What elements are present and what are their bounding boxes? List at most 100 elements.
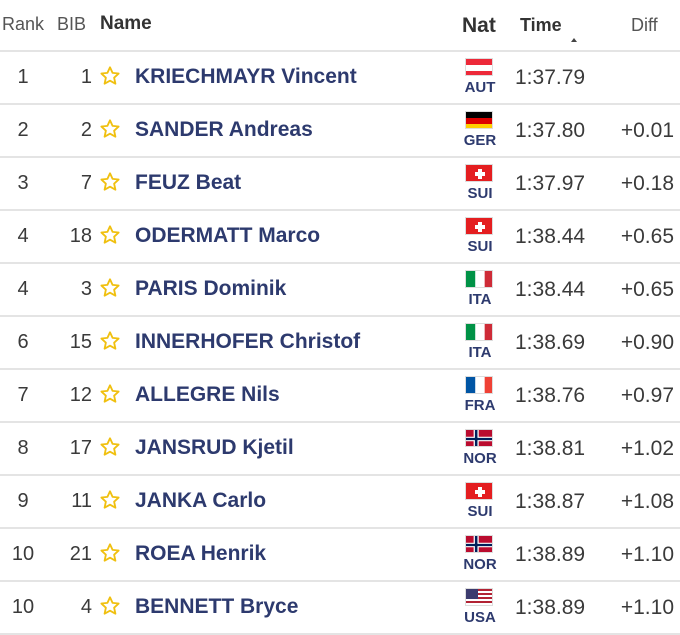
athlete-name-link[interactable]: BENNETT Bryce xyxy=(135,595,299,618)
time-cell: 1:38.76 xyxy=(515,384,586,407)
rank-cell: 1 xyxy=(17,66,29,88)
athlete-name-link[interactable]: FEUZ Beat xyxy=(135,171,242,194)
rank-cell: 8 xyxy=(17,437,29,459)
time-cell: 1:38.81 xyxy=(515,437,586,460)
athlete-name-link[interactable]: ALLEGRE Nils xyxy=(135,383,280,406)
nation-code: FRA xyxy=(464,397,496,414)
fra-flag-icon xyxy=(465,376,493,394)
nation-code: GER xyxy=(463,132,497,149)
star-icon[interactable] xyxy=(99,330,121,352)
star-icon[interactable] xyxy=(99,224,121,246)
bib-cell: 21 xyxy=(69,543,92,565)
sui-flag-icon xyxy=(465,482,493,500)
time-cell: 1:38.89 xyxy=(515,596,586,619)
nation-code: AUT xyxy=(464,79,496,96)
athlete-name-link[interactable]: ODERMATT Marco xyxy=(135,224,321,247)
time-cell: 1:37.80 xyxy=(515,119,586,142)
table-body: 1 1 KRIECHMAYR Vincent AUT 1:37.79 2 2 S… xyxy=(0,52,680,635)
star-icon[interactable] xyxy=(99,171,121,193)
diff-cell: +1.10 xyxy=(620,596,674,619)
ita-flag-icon xyxy=(465,270,493,288)
bib-column-header[interactable]: BIB xyxy=(57,14,87,34)
star-icon[interactable] xyxy=(99,489,121,511)
nor-flag-icon xyxy=(465,535,493,553)
table-row[interactable]: 3 7 FEUZ Beat SUI 1:37.97 +0.18 xyxy=(0,158,680,211)
bib-cell: 11 xyxy=(71,490,92,512)
nation-code: ITA xyxy=(468,291,492,308)
name-column-header[interactable]: Name xyxy=(100,13,152,34)
bib-cell: 18 xyxy=(69,225,92,247)
diff-cell: +1.02 xyxy=(620,437,674,460)
rank-column-header[interactable]: Rank xyxy=(2,14,45,34)
star-icon[interactable] xyxy=(99,383,121,405)
star-icon[interactable] xyxy=(99,118,121,140)
bib-cell: 15 xyxy=(69,331,92,353)
time-cell: 1:38.44 xyxy=(515,278,586,301)
table-row[interactable]: 10 4 BENNETT Bryce USA 1:38.89 +1.10 xyxy=(0,582,680,635)
table-row[interactable]: 7 12 ALLEGRE Nils FRA 1:38.76 +0.97 xyxy=(0,370,680,423)
rank-cell: 3 xyxy=(17,172,29,194)
nor-flag-icon xyxy=(465,429,493,447)
rank-cell: 4 xyxy=(17,225,29,247)
diff-cell: +1.08 xyxy=(620,490,674,513)
sui-flag-icon xyxy=(465,164,493,182)
bib-cell: 1 xyxy=(80,66,92,88)
rank-cell: 4 xyxy=(17,278,29,300)
sort-ascending-icon xyxy=(571,38,577,42)
athlete-name-link[interactable]: INNERHOFER Christof xyxy=(135,330,361,353)
athlete-name-link[interactable]: ROEA Henrik xyxy=(135,542,267,565)
diff-cell: +0.65 xyxy=(620,225,674,248)
bib-cell: 4 xyxy=(80,596,92,618)
athlete-name-link[interactable]: JANSRUD Kjetil xyxy=(135,436,294,459)
rank-cell: 10 xyxy=(11,596,35,618)
sui-flag-icon xyxy=(465,217,493,235)
table-row[interactable]: 2 2 SANDER Andreas GER 1:37.80 +0.01 xyxy=(0,105,680,158)
table-row[interactable]: 4 3 PARIS Dominik ITA 1:38.44 +0.65 xyxy=(0,264,680,317)
rank-cell: 6 xyxy=(17,331,29,353)
table-row[interactable]: 9 11 JANKA Carlo SUI 1:38.87 +1.08 xyxy=(0,476,680,529)
table-row[interactable]: 6 15 INNERHOFER Christof ITA 1:38.69 +0.… xyxy=(0,317,680,370)
time-column-header[interactable]: Time xyxy=(520,15,562,35)
star-icon[interactable] xyxy=(99,65,121,87)
nation-code: SUI xyxy=(467,238,493,255)
star-icon[interactable] xyxy=(99,436,121,458)
diff-cell: +0.01 xyxy=(620,119,674,142)
rank-cell: 9 xyxy=(17,490,29,512)
bib-cell: 7 xyxy=(80,172,92,194)
bib-cell: 2 xyxy=(80,119,92,141)
athlete-name-link[interactable]: PARIS Dominik xyxy=(135,277,287,300)
time-cell: 1:38.87 xyxy=(515,490,586,513)
usa-flag-icon xyxy=(465,588,493,606)
star-icon[interactable] xyxy=(99,542,121,564)
nation-code: SUI xyxy=(467,185,493,202)
time-cell: 1:37.97 xyxy=(515,172,586,195)
table-row[interactable]: 10 21 ROEA Henrik NOR 1:38.89 +1.10 xyxy=(0,529,680,582)
rank-cell: 2 xyxy=(17,119,29,141)
diff-column-header[interactable]: Diff xyxy=(631,15,658,35)
table-row[interactable]: 4 18 ODERMATT Marco SUI 1:38.44 +0.65 xyxy=(0,211,680,264)
aut-flag-icon xyxy=(465,58,493,76)
athlete-name-link[interactable]: JANKA Carlo xyxy=(135,489,267,512)
bib-cell: 3 xyxy=(80,278,92,300)
table-row[interactable]: 8 17 JANSRUD Kjetil NOR 1:38.81 +1.02 xyxy=(0,423,680,476)
nation-code: SUI xyxy=(467,503,493,520)
ger-flag-icon xyxy=(465,111,493,129)
star-icon[interactable] xyxy=(99,277,121,299)
bib-cell: 12 xyxy=(69,384,92,406)
diff-cell: +0.90 xyxy=(620,331,674,354)
diff-cell: +0.97 xyxy=(620,384,674,407)
diff-cell: +0.18 xyxy=(620,172,674,195)
time-cell: 1:38.89 xyxy=(515,543,586,566)
nation-code: ITA xyxy=(468,344,492,361)
nation-code: NOR xyxy=(463,556,497,573)
athlete-name-link[interactable]: KRIECHMAYR Vincent xyxy=(135,65,357,88)
star-icon[interactable] xyxy=(99,595,121,617)
time-cell: 1:38.44 xyxy=(515,225,586,248)
diff-cell: +1.10 xyxy=(620,543,674,566)
time-cell: 1:38.69 xyxy=(515,331,586,354)
table-row[interactable]: 1 1 KRIECHMAYR Vincent AUT 1:37.79 xyxy=(0,52,680,105)
rank-cell: 10 xyxy=(11,543,35,565)
athlete-name-link[interactable]: SANDER Andreas xyxy=(135,118,313,141)
nat-column-header[interactable]: Nat xyxy=(462,14,496,37)
nation-code: NOR xyxy=(463,450,497,467)
